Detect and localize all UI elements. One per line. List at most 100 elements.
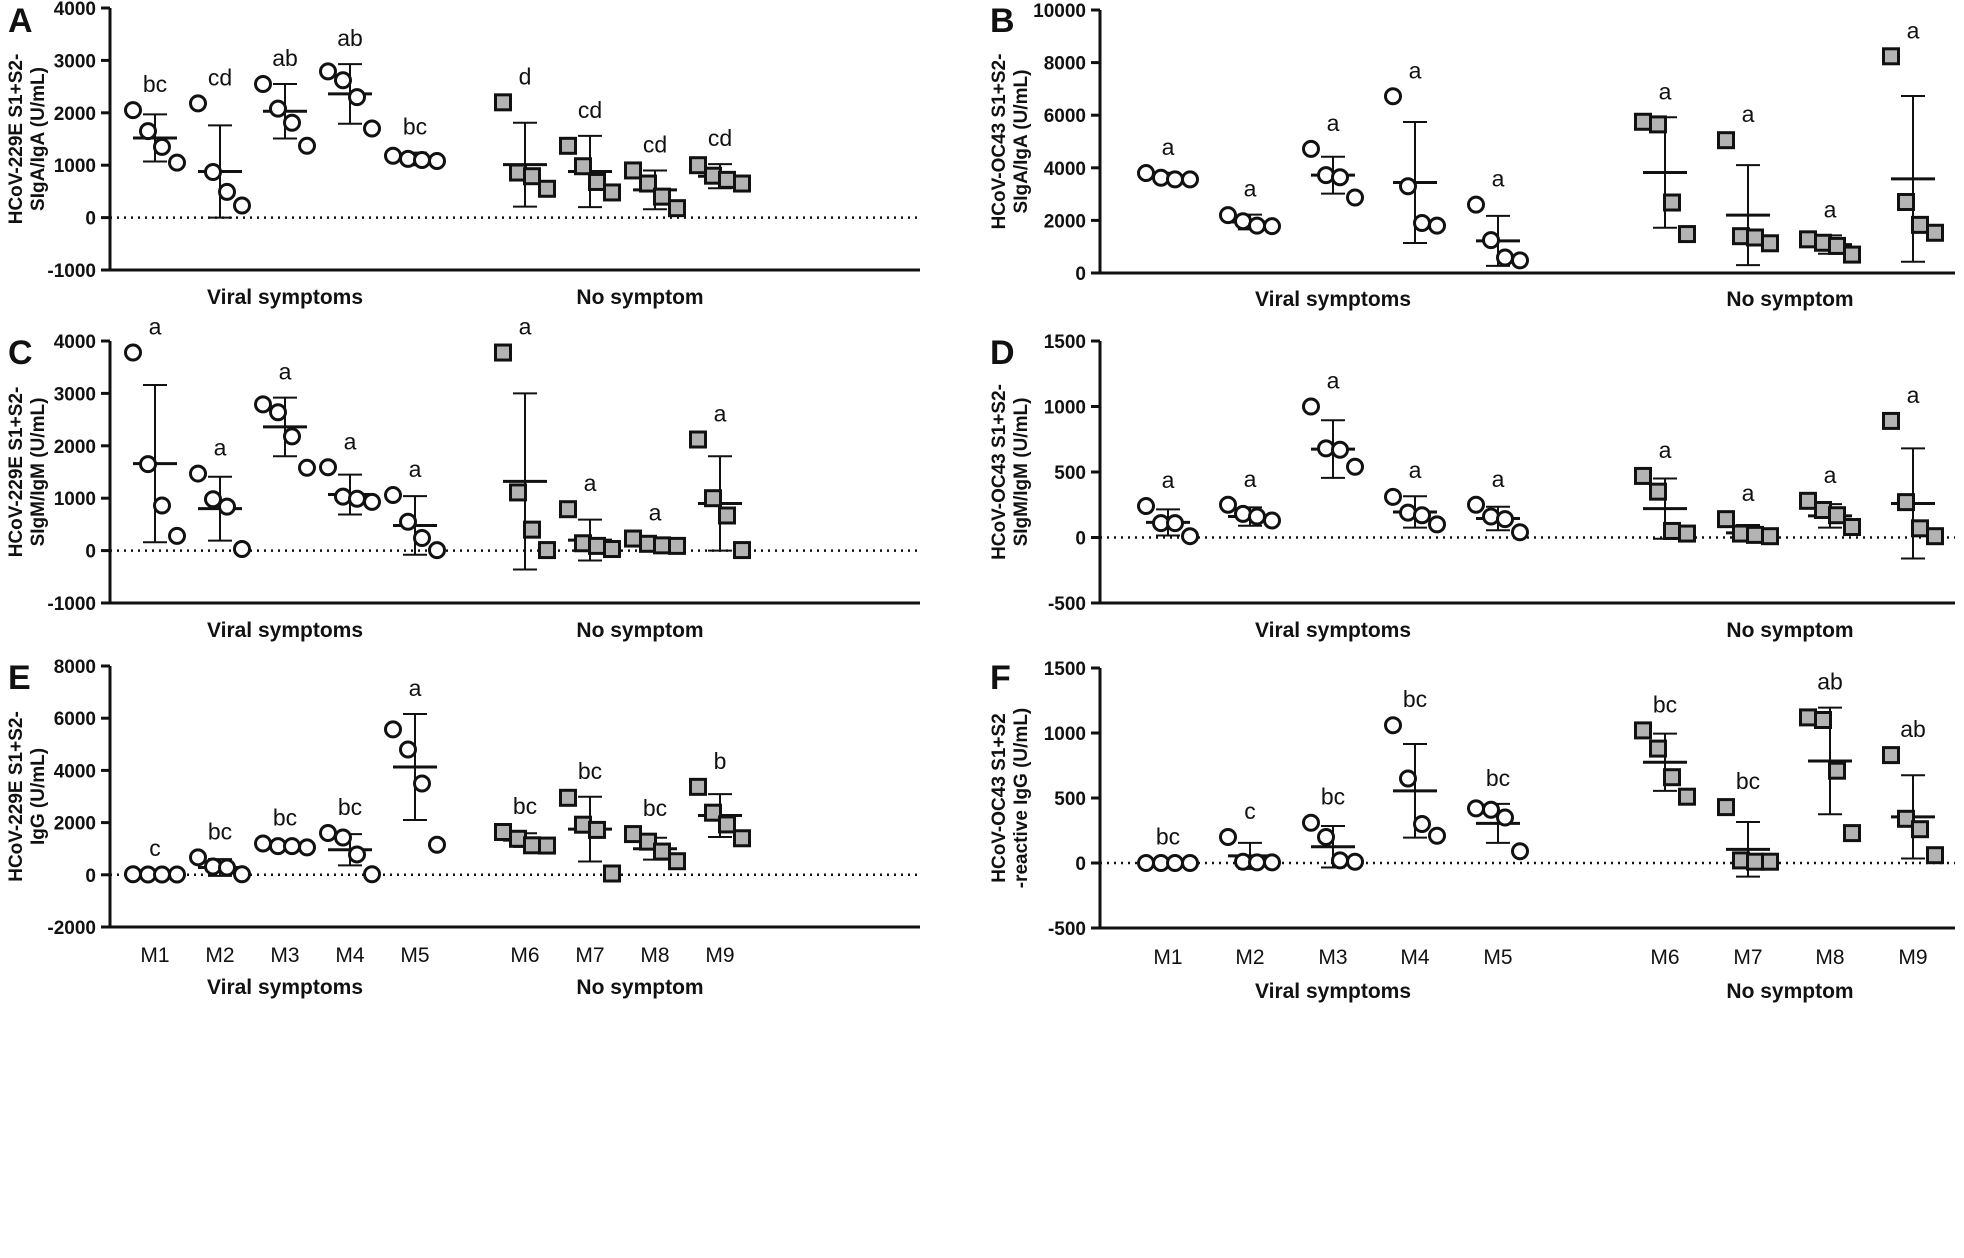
data-point-square <box>1663 193 1681 212</box>
panel-d: D HCoV-OC43 S1+S2- SIgM/IgM (U/mL) -500 0 500… <box>989 332 1955 642</box>
group-label-viral-symptoms: Viral symptoms <box>1255 980 1411 1003</box>
group-label-viral-symptoms: Viral symptoms <box>207 286 363 309</box>
significance-letter: a <box>1907 382 1920 408</box>
significance-letter: a <box>1492 466 1505 492</box>
data-point-circle <box>363 492 381 511</box>
data-point-square <box>1897 192 1915 211</box>
data-point-circle <box>1263 511 1281 530</box>
y-tick-label: 10000 <box>1033 1 1086 22</box>
data-point-circle <box>1166 170 1184 189</box>
data-point-square <box>1799 230 1817 249</box>
significance-letter: a <box>1659 78 1672 104</box>
data-point-circle <box>363 119 381 138</box>
data-point-square <box>1678 524 1696 543</box>
data-point-square <box>1746 525 1764 544</box>
data-point-circle <box>428 152 446 171</box>
data-point-circle <box>319 62 337 81</box>
data-point-circle <box>233 196 251 215</box>
significance-letter: b <box>714 748 727 774</box>
data-point-circle <box>1248 507 1266 526</box>
data-point-circle <box>168 526 186 545</box>
data-point-circle <box>1166 514 1184 533</box>
x-tick-label: M9 <box>1898 946 1927 969</box>
y-tick-label: 1500 <box>1044 659 1086 680</box>
data-point-circle <box>348 88 366 107</box>
data-point-circle <box>334 828 352 847</box>
data-point-circle <box>1302 139 1320 158</box>
x-tick-label: M3 <box>270 944 299 967</box>
y-tick-label: 6000 <box>1044 106 1086 127</box>
data-point-square <box>704 489 722 508</box>
data-point-square <box>624 529 642 548</box>
data-point-circle <box>1234 504 1252 523</box>
y-axis-label: HCoV-229E S1+S2- <box>6 54 27 225</box>
data-point-circle <box>1511 523 1529 542</box>
data-point-square <box>538 836 556 855</box>
data-point-circle <box>1137 497 1155 516</box>
significance-letter: cd <box>708 125 732 151</box>
data-point-square <box>1663 768 1681 787</box>
data-point-square <box>494 93 512 112</box>
significance-letter: bc <box>273 804 297 830</box>
data-point-square <box>718 815 736 834</box>
data-point-square <box>668 199 686 218</box>
x-tick-label: M2 <box>205 944 234 967</box>
data-point-square <box>704 803 722 822</box>
data-point-circle <box>1467 495 1485 514</box>
y-axis-label: SIgA/IgA (U/mL) <box>28 67 49 211</box>
data-point-square <box>509 483 527 502</box>
data-point-circle <box>254 834 272 853</box>
data-point-circle <box>168 153 186 172</box>
data-point-circle <box>413 150 431 169</box>
data-point-circle <box>1482 507 1500 526</box>
data-point-square <box>1678 787 1696 806</box>
y-tick-label: 500 <box>1054 463 1086 484</box>
data-point-circle <box>254 395 272 414</box>
data-point-circle <box>298 136 316 155</box>
data-point-circle <box>1219 206 1237 225</box>
significance-letter: a <box>1742 101 1755 127</box>
data-point-circle <box>1263 853 1281 872</box>
panel-letter: E <box>8 659 31 697</box>
group-label-no-symptom: No symptom <box>576 619 703 642</box>
significance-letter: a <box>519 314 532 340</box>
data-point-circle <box>1331 168 1349 187</box>
y-axis-label: IgG (U/mL) <box>28 748 49 845</box>
y-tick-label: 8000 <box>1044 54 1086 75</box>
data-point-circle <box>348 845 366 864</box>
data-point-circle <box>1467 195 1485 214</box>
data-point-square <box>1882 411 1900 430</box>
significance-letter: a <box>1162 134 1175 160</box>
data-point-circle <box>189 94 207 113</box>
data-point-circle <box>153 137 171 156</box>
data-point-circle <box>1331 851 1349 870</box>
data-point-square <box>603 864 621 883</box>
data-point-circle <box>139 455 157 474</box>
data-point-circle <box>1166 854 1184 872</box>
panel-letter: B <box>990 2 1015 40</box>
data-point-circle <box>1428 515 1446 534</box>
data-point-square <box>733 174 751 193</box>
significance-letter: a <box>409 675 422 701</box>
y-tick-label: -1000 <box>47 261 96 282</box>
data-point-circle <box>1248 853 1266 872</box>
data-point-circle <box>1413 214 1431 233</box>
group-label-no-symptom: No symptom <box>1726 288 1853 311</box>
y-tick-label: 4000 <box>1044 159 1086 180</box>
y-tick-label: -2000 <box>47 918 96 939</box>
significance-letter: bc <box>1736 768 1760 794</box>
y-tick-label: 4000 <box>54 332 96 353</box>
significance-letter: a <box>649 500 662 526</box>
y-tick-label: 1000 <box>1044 398 1086 419</box>
significance-letter: bc <box>643 795 667 821</box>
data-point-circle <box>1181 170 1199 189</box>
panel-f: F HCoV-OC43 S1+S2 -reactive IgG (U/mL) -500… <box>989 659 1955 1003</box>
data-point-circle <box>1413 815 1431 833</box>
data-point-square <box>1926 846 1944 865</box>
data-point-circle <box>153 865 171 884</box>
data-point-circle <box>233 865 251 884</box>
data-point-circle <box>124 101 142 120</box>
data-point-circle <box>1384 487 1402 506</box>
data-point-circle <box>298 458 316 477</box>
data-point-square <box>494 343 512 362</box>
